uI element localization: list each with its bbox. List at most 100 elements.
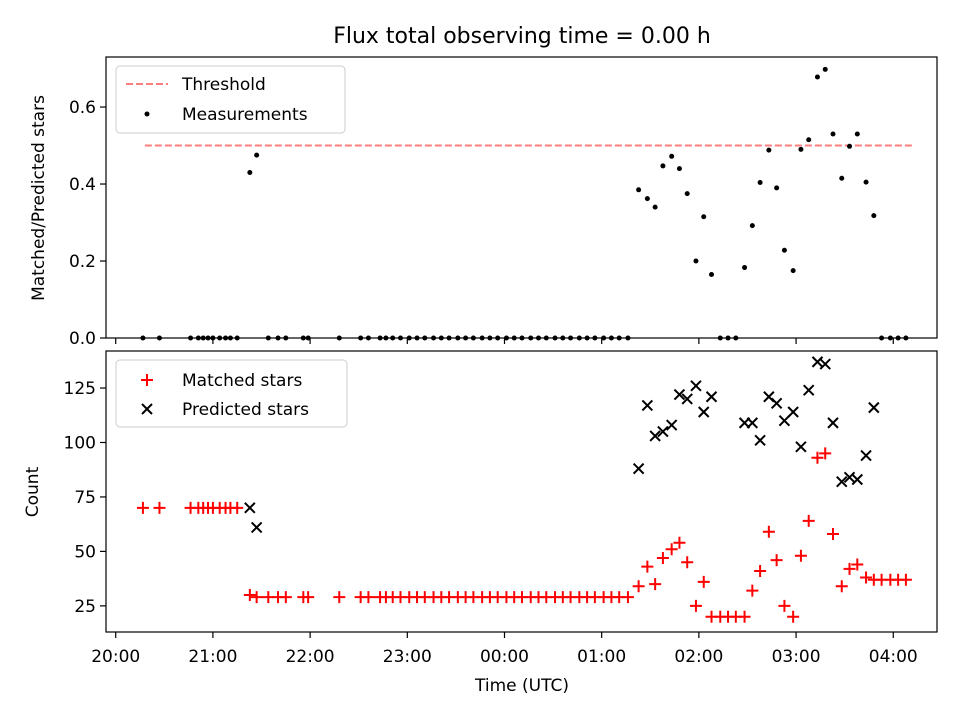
measurement-point — [798, 146, 804, 152]
predicted-point — [632, 462, 645, 475]
matched-point — [827, 527, 840, 540]
measurement-point — [254, 152, 260, 158]
matched-point — [835, 580, 848, 593]
bottom-xtick-label: 03:00 — [772, 647, 821, 667]
matched-point — [819, 447, 832, 460]
bottom-legend: Matched stars Predicted stars — [115, 359, 348, 428]
matched-point — [770, 554, 783, 567]
predicted-point — [705, 391, 718, 403]
predicted-point — [649, 430, 661, 442]
measurement-point — [669, 153, 675, 159]
measurement-point — [749, 223, 755, 229]
matched-point — [899, 573, 912, 586]
measurement-point — [701, 214, 707, 220]
predicted-point — [681, 393, 693, 405]
measurement-point — [709, 271, 715, 277]
matched-point — [851, 558, 864, 571]
matched-point — [811, 451, 824, 464]
matched-point — [681, 556, 694, 569]
predicted-point — [698, 406, 710, 418]
legend-threshold-label: Threshold — [181, 75, 266, 95]
predicted-point — [836, 475, 848, 488]
measurement-point — [863, 179, 869, 185]
predicted-point — [787, 406, 799, 418]
bottom-xtick-label: 00:00 — [480, 647, 529, 667]
matched-point — [762, 525, 775, 538]
matched-point — [778, 599, 791, 612]
predicted-point — [250, 521, 263, 534]
measurement-point — [839, 175, 845, 181]
chart-title: Flux total observing time = 0.00 h — [333, 24, 711, 49]
measurement-point — [766, 147, 772, 153]
bottom-xtick-label: 01:00 — [577, 647, 626, 667]
matched-point — [746, 584, 759, 597]
predicted-point — [819, 358, 831, 370]
matched-point — [697, 575, 710, 588]
matched-point — [738, 610, 751, 623]
predicted-point — [690, 380, 702, 392]
top-ytick-label: 0.4 — [69, 175, 96, 195]
matched-point — [243, 588, 256, 601]
predicted-point — [641, 399, 654, 412]
measurement-point — [644, 196, 650, 202]
matched-point — [632, 580, 645, 593]
matched-point — [231, 501, 244, 514]
measurement-point — [871, 213, 877, 219]
legend-predicted-label: Predicted stars — [182, 400, 309, 420]
top-ytick-label: 0.0 — [69, 329, 96, 349]
matched-point — [279, 591, 292, 604]
measurement-point — [676, 166, 682, 172]
predicted-point — [754, 434, 766, 447]
bottom-xtick-label: 21:00 — [188, 647, 237, 667]
bottom-ytick-label: 125 — [64, 379, 96, 399]
measurement-point — [847, 143, 853, 149]
measurement-point — [757, 179, 763, 185]
predicted-point — [657, 425, 669, 438]
bottom-xtick-label: 22:00 — [286, 647, 335, 667]
matched-point — [787, 610, 800, 623]
bottom-axes-frame — [105, 350, 938, 633]
measurement-point — [781, 247, 787, 253]
predicted-point — [851, 473, 864, 486]
matched-point — [362, 591, 375, 604]
matched-point — [656, 551, 669, 564]
top-ytick-label: 0.6 — [69, 98, 96, 118]
top-axes-frame — [105, 56, 938, 339]
predicted-point — [244, 502, 256, 514]
matched-point — [794, 549, 807, 562]
measurement-point — [684, 191, 690, 197]
measurement-point — [693, 258, 699, 264]
bottom-ytick-label: 100 — [64, 433, 96, 453]
legend-measurements-label: Measurements — [182, 105, 308, 125]
predicted-point — [868, 401, 880, 414]
measurement-point — [660, 163, 666, 169]
bottom-xlabel: Time (UTC) — [474, 676, 569, 696]
measurement-point — [854, 131, 860, 137]
bottom-xtick-label: 02:00 — [674, 647, 723, 667]
measurement-point — [830, 131, 836, 137]
legend-matched-swatch — [141, 374, 153, 386]
predicted-point — [827, 417, 839, 429]
predicted-point — [860, 449, 872, 462]
predicted-point — [778, 414, 791, 427]
bottom-ytick-label: 75 — [74, 488, 96, 508]
predicted-point — [746, 417, 759, 429]
predicted-point — [665, 419, 678, 431]
measurement-point — [790, 268, 796, 274]
measurement-point — [774, 185, 780, 191]
measurement-point — [636, 187, 642, 193]
bottom-xtick-label: 23:00 — [383, 647, 432, 667]
predicted-point — [802, 384, 815, 396]
predicted-point — [673, 388, 686, 401]
matched-point — [136, 501, 149, 514]
matched-point — [302, 591, 315, 604]
matched-point — [860, 571, 873, 584]
bottom-ytick-label: 25 — [74, 597, 96, 617]
bottom-ytick-label: 50 — [74, 542, 96, 562]
matched-point — [641, 560, 654, 573]
matched-point — [843, 562, 856, 575]
legend-matched-label: Matched stars — [182, 371, 302, 391]
matched-point — [689, 599, 702, 612]
measurement-point — [652, 204, 658, 210]
